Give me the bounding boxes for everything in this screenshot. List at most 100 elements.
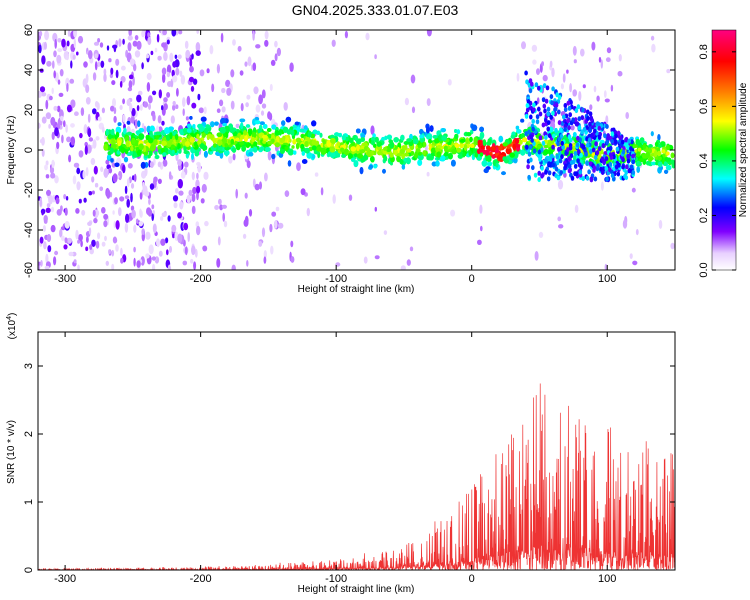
- spectrogram-cell: [540, 173, 544, 179]
- spectrogram-cell: [296, 162, 301, 172]
- spectrogram-cell: [572, 45, 577, 56]
- spectrogram-cell: [170, 115, 175, 124]
- spectrogram-cell: [370, 156, 375, 163]
- spectrogram-cell: [156, 33, 160, 43]
- spectrogram-cell: [645, 151, 650, 159]
- spectrogram-cell: [128, 74, 134, 80]
- spectrogram-cell: [258, 94, 263, 105]
- spectrogram-cell: [543, 108, 547, 114]
- spectrogram-cell: [134, 119, 138, 129]
- spectrogram-cell: [596, 95, 600, 102]
- spectrogram-cell: [545, 85, 550, 91]
- spectrogram-cell: [401, 153, 405, 160]
- spectrogram-cell: [661, 149, 666, 154]
- spectrogram-cell: [66, 82, 69, 92]
- spectrogram-cell: [258, 240, 263, 247]
- spectrogram-cell: [229, 128, 235, 134]
- spectrogram-cell: [534, 251, 539, 261]
- spectrogram-cell: [157, 178, 162, 184]
- spectrogram-cell: [246, 160, 251, 169]
- spectrogram-cell: [133, 224, 137, 233]
- spectrogram-cell: [267, 111, 272, 120]
- spectrogram-cell: [147, 32, 151, 38]
- spectrogram-cell: [589, 104, 593, 111]
- spectrogram-cell: [569, 83, 572, 93]
- spectrogram-cell: [566, 147, 570, 153]
- spectrogram-cell: [636, 166, 640, 173]
- spectrogram-cell: [87, 127, 92, 138]
- spectrogram-cell: [606, 47, 612, 54]
- spectrogram-cell: [203, 106, 207, 115]
- spectrogram-cell: [222, 137, 227, 145]
- spectrogram-cell: [66, 136, 72, 143]
- spectrogram-cell: [206, 68, 210, 74]
- x-tick-label: -300: [54, 573, 76, 585]
- spectrogram-cell: [263, 250, 267, 259]
- spectrogram-cell: [541, 61, 544, 67]
- spectrogram-cell: [474, 152, 479, 158]
- spectrogram-cell: [336, 141, 340, 147]
- spectrogram-cell: [188, 76, 195, 83]
- spectrogram-cell: [139, 208, 142, 217]
- spectrogram-cell: [216, 63, 220, 74]
- spectrogram-cell: [524, 131, 528, 137]
- spectrogram-cell: [398, 152, 402, 157]
- spectrogram-cell: [401, 145, 406, 150]
- spectrogram-cell: [430, 155, 434, 160]
- spectrogram-cell: [456, 129, 460, 135]
- spectrogram-cell: [218, 198, 222, 205]
- spectrogram-cell: [456, 147, 462, 153]
- spectrogram-cell: [69, 78, 75, 84]
- spectrogram-cell: [428, 138, 432, 144]
- spectrogram-cell: [544, 134, 548, 140]
- spectrogram-cell: [178, 190, 184, 196]
- spectrogram-cell: [239, 134, 245, 140]
- spectrogram-cell: [41, 55, 46, 65]
- spectrogram-cell: [54, 38, 57, 49]
- spectrogram-cell: [610, 173, 615, 179]
- spectrogram-x-axis-label: Height of straight line (km): [298, 284, 415, 295]
- spectrogram-cell: [126, 98, 131, 107]
- spectrogram-cell: [528, 88, 533, 94]
- spectrogram-cell: [43, 215, 48, 223]
- spectrogram-cell: [400, 134, 405, 141]
- spectrogram-cell: [120, 147, 126, 154]
- spectrogram-cell: [525, 144, 529, 150]
- spectrogram-cell: [604, 263, 608, 270]
- spectrogram-cell: [495, 162, 499, 168]
- x-tick-label: -100: [325, 573, 347, 585]
- spectrogram-cell: [103, 73, 107, 82]
- spectrogram-cell: [587, 126, 593, 133]
- spectrogram-cell: [657, 156, 662, 161]
- spectrogram-cell: [556, 175, 561, 181]
- spectrogram-cell: [542, 74, 548, 82]
- spectrogram-cell: [163, 97, 168, 103]
- spectrogram-cell: [547, 161, 551, 167]
- spectrogram-cell: [479, 204, 483, 214]
- spectrogram-cell: [377, 150, 383, 156]
- spectrogram-cell: [614, 164, 619, 170]
- spectrogram-cell: [243, 135, 248, 142]
- spectrogram-cell: [605, 57, 611, 63]
- spectrogram-cell: [274, 142, 280, 148]
- spectrogram-cell: [650, 161, 657, 166]
- spectrogram-cell: [203, 145, 208, 151]
- spectrogram-cell: [40, 260, 43, 267]
- spectrogram-cell: [371, 136, 376, 142]
- spectrogram-cell: [610, 138, 614, 144]
- spectrogram-cell: [44, 30, 50, 41]
- spectrogram-cell: [191, 193, 196, 203]
- spectrogram-cell: [279, 137, 285, 143]
- spectrogram-cell: [101, 207, 106, 214]
- spectrogram-cell: [520, 118, 525, 123]
- spectrogram-cell: [589, 177, 594, 183]
- spectrogram-cell: [555, 92, 559, 98]
- spectrogram-cell: [625, 112, 629, 119]
- spectrogram-cell: [551, 110, 555, 116]
- spectrogram-cell: [166, 249, 169, 256]
- spectrogram-cell: [230, 100, 235, 110]
- spectrogram-cell: [53, 256, 57, 266]
- spectrogram-cell: [161, 105, 164, 111]
- spectrogram-cell: [436, 151, 442, 158]
- spectrogram-cell: [219, 204, 224, 211]
